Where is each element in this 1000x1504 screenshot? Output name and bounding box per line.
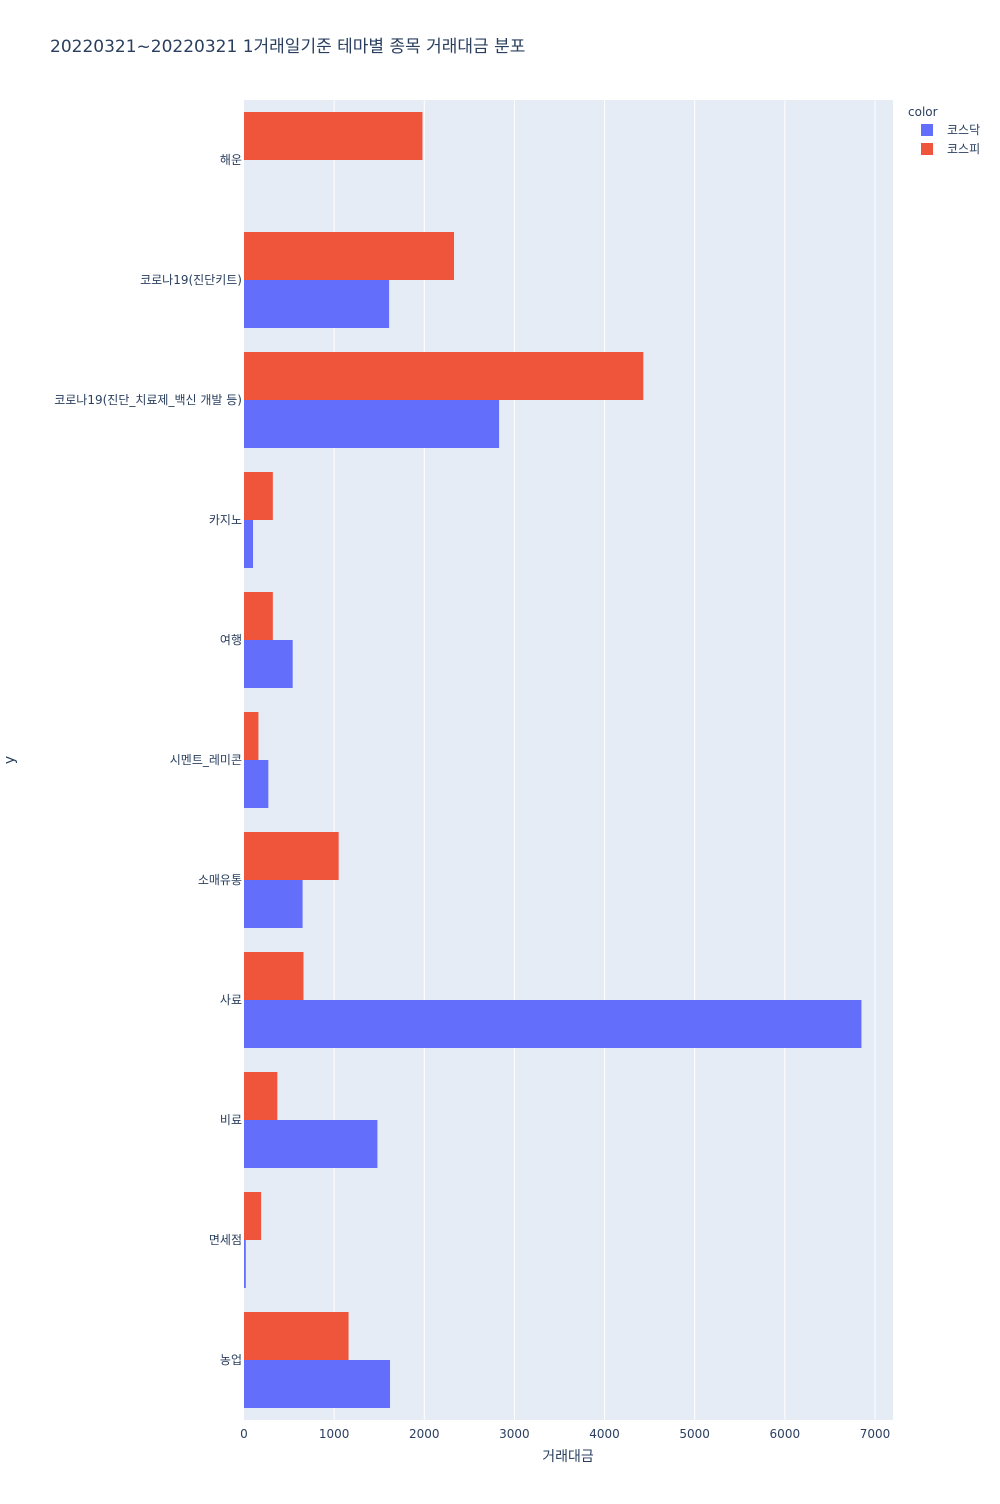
bars bbox=[244, 112, 862, 1408]
bar-kospi[interactable] bbox=[244, 112, 423, 160]
bar-kosdaq[interactable] bbox=[244, 1000, 862, 1048]
bar-kosdaq[interactable] bbox=[244, 280, 390, 328]
x-tick-label: 5000 bbox=[679, 1427, 710, 1441]
legend-item-kosdaq[interactable]: 코스닥 bbox=[921, 123, 980, 137]
y-tick-label: 해운 bbox=[220, 153, 242, 167]
bar-kosdaq[interactable] bbox=[244, 400, 500, 448]
x-axis-title: 거래대금 bbox=[542, 1449, 594, 1465]
x-tick-label: 6000 bbox=[770, 1427, 801, 1441]
x-tick-label: 4000 bbox=[589, 1427, 620, 1441]
y-axis-title: y bbox=[2, 756, 18, 764]
y-tick-label: 사료 bbox=[220, 993, 242, 1007]
bar-kospi[interactable] bbox=[244, 1312, 349, 1360]
bar-kospi[interactable] bbox=[244, 1192, 262, 1240]
bar-kosdaq[interactable] bbox=[244, 1120, 378, 1168]
legend-swatch bbox=[921, 143, 933, 155]
x-tick-label: 2000 bbox=[409, 1427, 440, 1441]
y-tick-label: 코로나19(진단_치료제_백신 개발 등) bbox=[54, 393, 242, 407]
bar-kosdaq[interactable] bbox=[244, 1240, 246, 1288]
x-tick-label: 3000 bbox=[499, 1427, 530, 1441]
legend-item-kospi[interactable]: 코스피 bbox=[921, 142, 980, 156]
bar-kosdaq[interactable] bbox=[244, 880, 303, 928]
legend-label: 코스피 bbox=[947, 142, 980, 156]
y-tick-label: 면세점 bbox=[209, 1233, 242, 1247]
bar-kosdaq[interactable] bbox=[244, 520, 254, 568]
x-tick-label: 7000 bbox=[860, 1427, 891, 1441]
x-tick-label: 0 bbox=[240, 1427, 248, 1441]
chart-title: 20220321~20220321 1거래일기준 테마별 종목 거래대금 분포 bbox=[50, 37, 526, 57]
y-tick-label: 소매유통 bbox=[198, 873, 242, 887]
bar-kosdaq[interactable] bbox=[244, 1360, 391, 1408]
legend-swatch bbox=[921, 124, 933, 136]
y-tick-label: 비료 bbox=[220, 1113, 242, 1127]
legend-title: color bbox=[908, 105, 938, 119]
y-tick-label: 카지노 bbox=[209, 513, 242, 527]
y-tick-label: 여행 bbox=[220, 632, 242, 647]
bar-kospi[interactable] bbox=[244, 952, 304, 1000]
bar-kospi[interactable] bbox=[244, 352, 644, 400]
x-tick-labels: 0 1000 2000 3000 4000 5000 6000 7000 bbox=[240, 1427, 890, 1441]
y-tick-label: 시멘트_레미콘 bbox=[170, 753, 242, 767]
bar-kospi[interactable] bbox=[244, 232, 455, 280]
bar-kospi[interactable] bbox=[244, 592, 273, 640]
bar-kosdaq[interactable] bbox=[244, 640, 293, 688]
legend-label: 코스닥 bbox=[947, 123, 980, 137]
bar-kospi[interactable] bbox=[244, 712, 259, 760]
bar-kospi[interactable] bbox=[244, 832, 339, 880]
bar-kospi[interactable] bbox=[244, 472, 273, 520]
bar-kosdaq[interactable] bbox=[244, 760, 269, 808]
y-tick-label: 농업 bbox=[220, 1353, 242, 1367]
x-tick-label: 1000 bbox=[319, 1427, 350, 1441]
y-tick-label: 코로나19(진단키트) bbox=[140, 273, 242, 287]
bar-kospi[interactable] bbox=[244, 1072, 278, 1120]
